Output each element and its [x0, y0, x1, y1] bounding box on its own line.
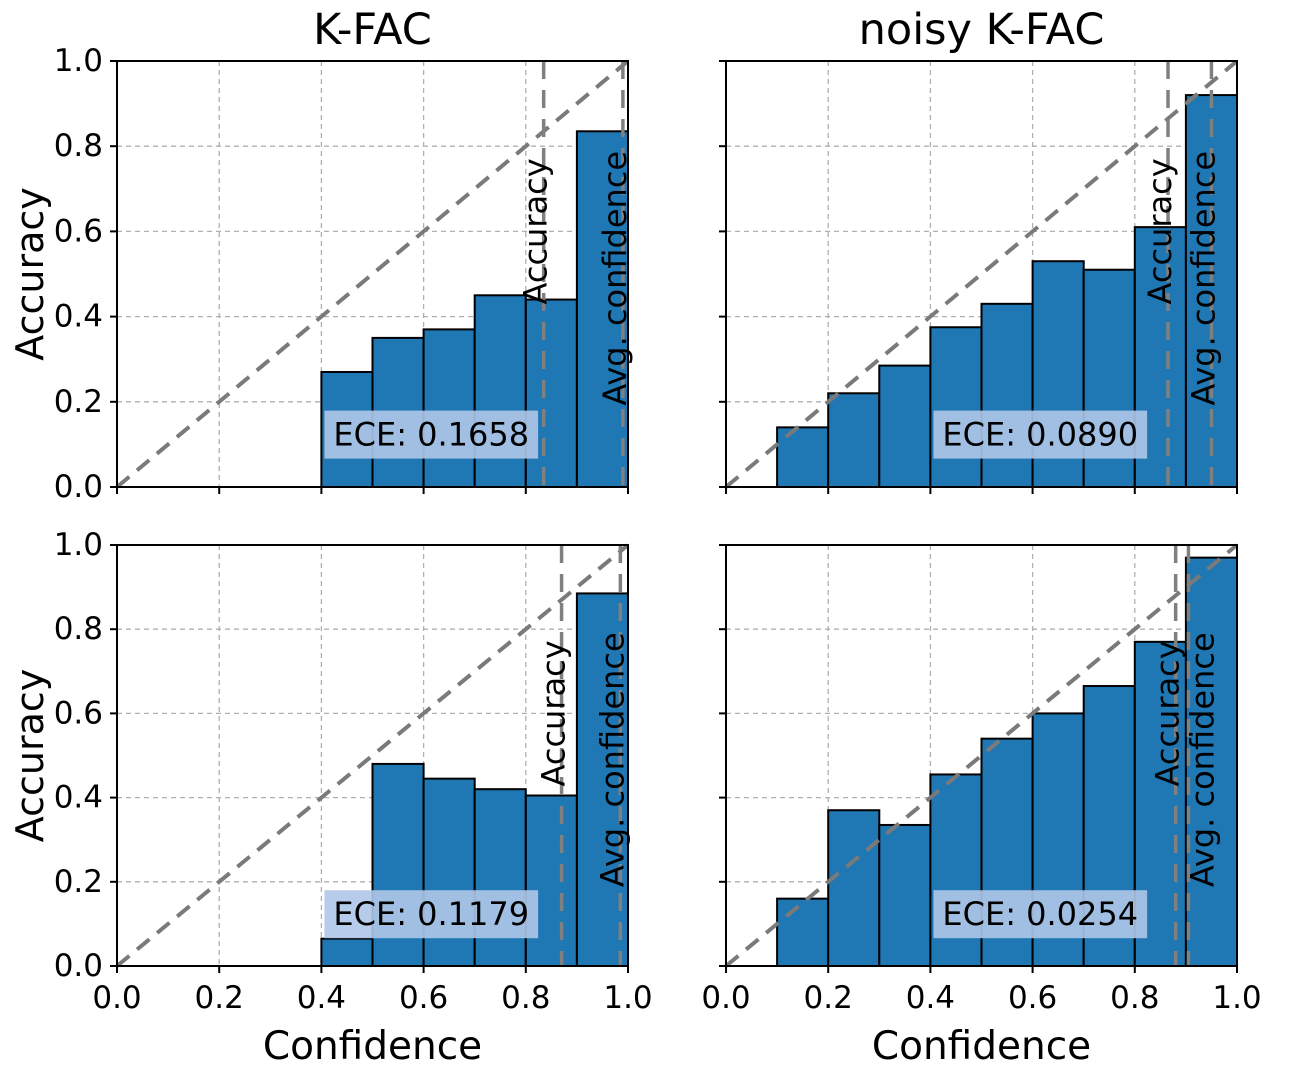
bar: [827, 392, 881, 488]
y-tick-label: 0.2: [54, 384, 103, 420]
bar: [776, 897, 830, 968]
plot-border: [116, 544, 629, 967]
bar: [827, 809, 881, 967]
subplot-kfac-bottom: ECE: 0.1179 Accuracy Avg. confidence 0.00.0…: [8, 527, 653, 1069]
bar: [1184, 556, 1239, 967]
subplot-noisy-kfac-top: ECE: 0.0890 Accuracy Avg. confidence noisy …: [719, 5, 1239, 494]
ece-label-box: [933, 410, 1148, 459]
x-tick-label: 0.2: [195, 980, 244, 1016]
ece-label: ECE: 0.0890: [942, 416, 1138, 454]
bar: [878, 364, 932, 488]
x-tick-label: 0.4: [906, 980, 955, 1016]
y-tick-label: 0.6: [54, 695, 103, 731]
ece-label-box: [933, 890, 1148, 939]
ece-label: ECE: 0.0254: [942, 895, 1138, 933]
bar: [473, 788, 527, 967]
y-tick-label: 0.0: [54, 948, 103, 984]
avg-confidence-line-label: Avg. confidence: [593, 632, 631, 887]
tick-marks: [110, 544, 629, 973]
plot-title: noisy K-FAC: [859, 5, 1105, 55]
bar: [776, 426, 830, 488]
diagonal-line: [724, 59, 1239, 489]
plot-border: [725, 60, 1238, 488]
x-tick-label: 1.0: [603, 980, 652, 1016]
ece-label-box: [324, 410, 539, 459]
x-axis-label: Confidence: [263, 1024, 482, 1069]
x-tick-label: 0.2: [804, 980, 853, 1016]
bar: [422, 328, 476, 488]
plot-title: K-FAC: [313, 5, 432, 55]
accuracy-line-label: Accuracy: [535, 640, 573, 786]
diagonal-line: [115, 543, 630, 968]
ece-label: ECE: 0.1179: [333, 895, 529, 933]
x-tick-label: 0.6: [399, 980, 448, 1016]
y-tick-label: 0.8: [54, 128, 103, 164]
accuracy-line-label: Accuracy: [1149, 640, 1187, 786]
y-axis-label: Accuracy: [8, 187, 52, 361]
y-tick-label: 0.2: [54, 864, 103, 900]
tick-marks: [110, 60, 629, 494]
x-axis-label: Confidence: [872, 1024, 1091, 1069]
bar: [524, 794, 578, 967]
x-tick-label: 0.8: [501, 980, 550, 1016]
x-tick-label: 0.8: [1110, 980, 1159, 1016]
bar: [524, 298, 578, 488]
y-tick-label: 0.4: [54, 780, 103, 816]
y-tick-label: 0.4: [54, 299, 103, 335]
ece-label-box: [324, 890, 539, 939]
accuracy-line-label: Accuracy: [517, 158, 555, 304]
tick-marks: [719, 544, 1238, 973]
accuracy-line-label: Accuracy: [1141, 158, 1179, 304]
bar: [980, 302, 1034, 488]
x-tick-label: 0.6: [1008, 980, 1057, 1016]
y-tick-label: 1.0: [54, 527, 103, 563]
x-tick-label: 0.0: [92, 980, 141, 1016]
tick-marks: [719, 60, 1238, 494]
y-tick-label: 0.8: [54, 611, 103, 647]
plot-border: [725, 544, 1238, 967]
avg-confidence-line-label: Avg. confidence: [1184, 151, 1222, 406]
y-tick-label: 0.6: [54, 213, 103, 249]
ece-label: ECE: 0.1658: [333, 416, 529, 454]
y-axis-label: Accuracy: [8, 669, 52, 843]
diagonal-line: [724, 543, 1239, 968]
bar: [320, 937, 374, 968]
plot-border: [116, 60, 629, 488]
bar: [878, 823, 932, 968]
y-tick-label: 0.0: [54, 469, 103, 505]
bar: [929, 326, 983, 488]
avg-confidence-line-label: Avg. confidence: [1183, 632, 1221, 887]
y-tick-label: 1.0: [54, 43, 103, 79]
x-tick-label: 0.0: [701, 980, 750, 1016]
x-tick-label: 1.0: [1212, 980, 1261, 1016]
x-tick-label: 0.4: [297, 980, 346, 1016]
